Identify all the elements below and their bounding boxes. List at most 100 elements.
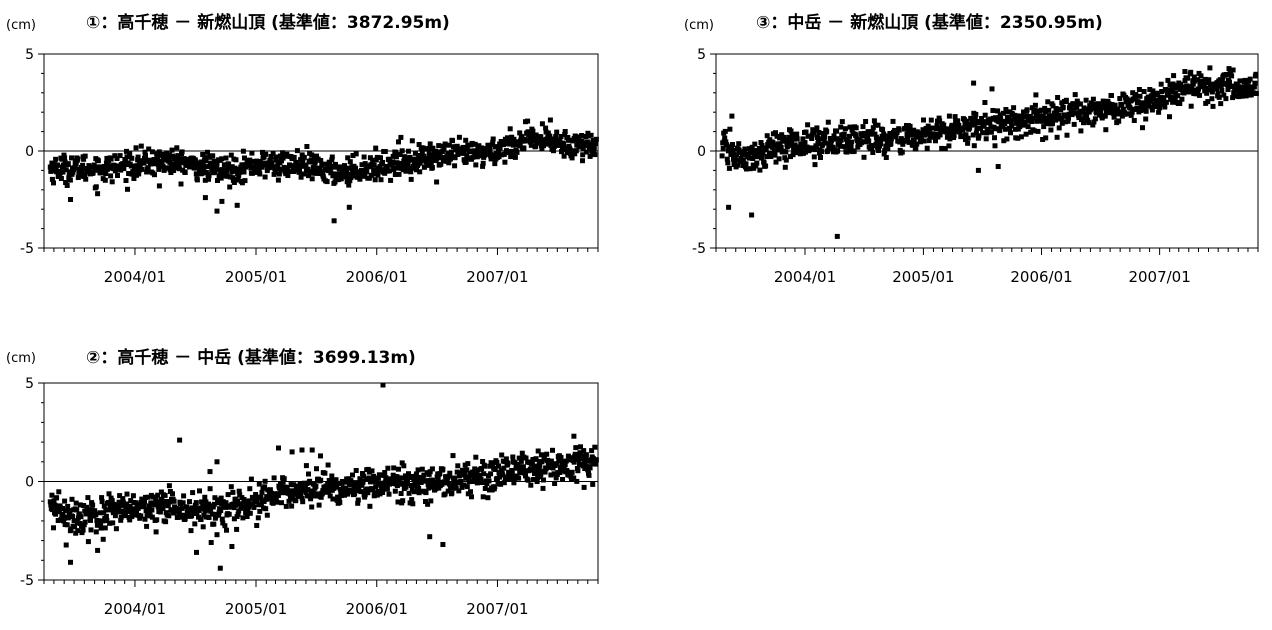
data-point [254,499,260,505]
data-point [992,143,998,149]
data-point [545,130,551,136]
data-point [330,496,336,502]
data-point [227,174,233,180]
data-point [145,494,151,500]
data-point [580,146,586,152]
data-point [373,157,379,163]
data-point [181,493,187,499]
data-point [499,152,505,158]
data-point [62,498,68,504]
data-point [567,146,573,152]
data-point [554,129,560,135]
data-point [267,487,273,493]
data-point [1109,93,1114,98]
data-point [168,170,174,175]
data-point [783,149,789,155]
scatter-plot-1: 5 0 -5 2004/01 2005/01 2006/01 2007/01 [20,47,599,286]
data-point [494,144,500,150]
data-point [344,179,350,185]
data-point [1014,113,1020,119]
data-point-outlier [276,445,281,451]
data-point [1191,74,1197,80]
data-point [523,473,528,479]
data-point [436,143,442,149]
data-point [928,117,934,123]
data-point [430,145,436,151]
data-point-outlier [434,179,440,185]
data-point [910,142,916,148]
data-point [456,488,462,494]
data-point [888,141,894,147]
data-point [166,152,172,158]
data-point [286,498,292,504]
data-point [1179,96,1185,102]
data-point [305,493,310,499]
data-point [1024,107,1030,113]
data-point [936,115,942,121]
data-point [719,153,725,159]
data-point [180,500,186,506]
data-point [445,150,451,156]
data-point [1071,121,1077,127]
data-point [1137,93,1143,99]
data-point [271,475,277,481]
data-point [561,459,567,465]
data-point [580,456,586,461]
data-point [403,484,409,490]
data-point [337,486,343,492]
data-point [747,166,753,172]
data-point [751,151,757,157]
data-point [937,118,943,124]
data-point [902,125,908,131]
data-point [69,155,74,161]
data-point [1209,89,1215,95]
data-point [241,169,247,175]
data-point [818,155,823,160]
data-point [388,177,394,183]
data-point [400,167,406,173]
data-point [192,502,198,508]
data-point [169,147,175,153]
data-point [353,480,359,486]
data-point [800,136,806,142]
data-point [587,153,593,159]
data-point [70,514,75,519]
data-point [382,149,388,154]
data-point [71,518,77,524]
data-point [1011,116,1017,122]
data-point [539,121,545,127]
data-point [468,489,473,495]
data-point [973,111,979,117]
data-point [828,141,834,147]
data-point-outlier [982,100,988,105]
data-point [65,161,71,167]
data-point [1032,102,1038,108]
data-point [55,162,61,168]
data-point [303,163,309,169]
data-point [152,172,157,178]
data-point [135,154,141,160]
data-point [418,157,424,163]
data-point [774,133,780,139]
data-point [105,507,111,513]
data-point [920,127,926,133]
data-point [127,503,133,509]
data-point [586,133,591,139]
data-point [864,133,870,138]
data-point [1229,83,1235,89]
data-point [423,490,429,496]
data-point [376,167,382,173]
data-point [982,112,988,118]
data-point [264,512,270,518]
data-point-outlier [1182,69,1188,74]
data-point [365,490,371,496]
data-point [108,503,114,509]
data-point [247,486,253,492]
data-point [896,127,902,133]
data-point [826,144,832,150]
data-point [749,144,755,150]
data-point [509,470,515,476]
data-point [970,132,976,138]
data-point [1246,88,1252,94]
data-point [1149,107,1155,113]
